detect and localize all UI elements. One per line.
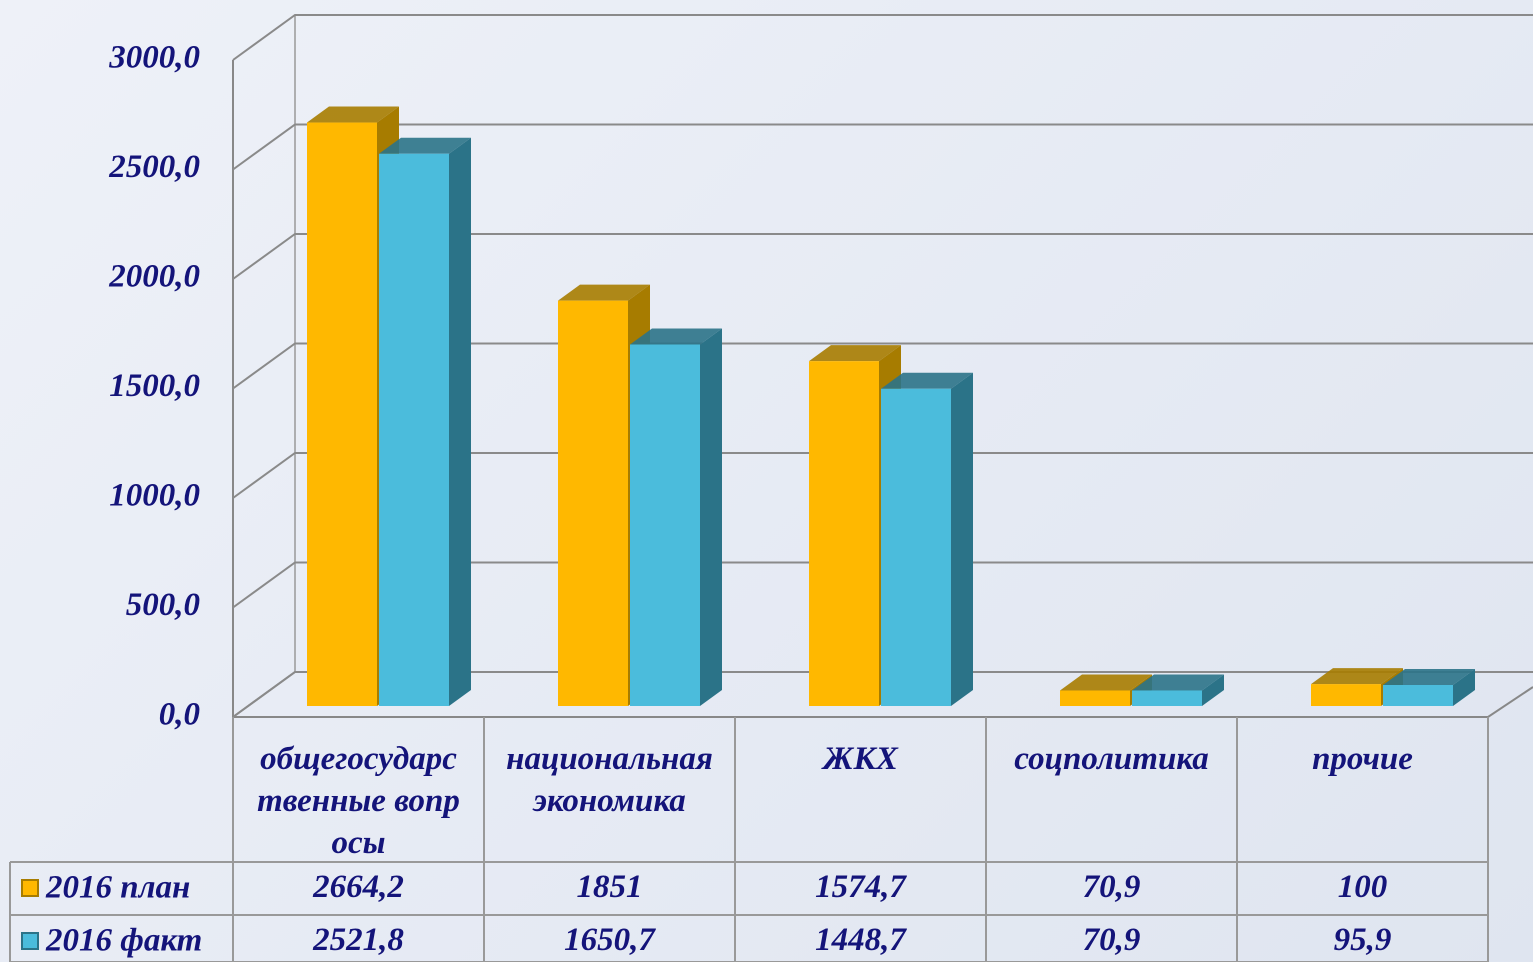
y-tick-label: 2000,0 bbox=[108, 259, 200, 295]
y-tick-label: 2500,0 bbox=[108, 149, 200, 185]
value-label: 100 bbox=[1337, 869, 1388, 905]
bar bbox=[1311, 684, 1381, 706]
y-tick-label: 1000,0 bbox=[109, 478, 200, 514]
value-label: 70,9 bbox=[1082, 869, 1141, 905]
bar bbox=[307, 122, 377, 706]
bar-top bbox=[1383, 668, 1475, 685]
value-label: 70,9 bbox=[1082, 922, 1141, 958]
category-label: соцполитика bbox=[1014, 741, 1209, 777]
grid-line bbox=[232, 342, 1533, 390]
legend-swatch bbox=[21, 932, 39, 950]
bar bbox=[881, 388, 951, 706]
value-label: 1448,7 bbox=[815, 922, 906, 958]
bar-top bbox=[809, 345, 901, 362]
category-label: общегосударственные вопросы bbox=[257, 741, 460, 861]
legend-swatch bbox=[21, 879, 39, 897]
bar-side bbox=[1453, 668, 1475, 706]
bar-side bbox=[700, 328, 722, 706]
y-tick-label: 1500,0 bbox=[109, 368, 200, 404]
bar bbox=[379, 153, 449, 706]
grid-line bbox=[232, 123, 1533, 171]
y-tick-label: 500,0 bbox=[126, 587, 200, 623]
bar-top bbox=[558, 284, 650, 301]
bar-side bbox=[951, 372, 973, 706]
legend-label: 2016 факт bbox=[45, 923, 202, 959]
bar-top bbox=[1311, 668, 1403, 685]
bar bbox=[1383, 684, 1453, 706]
y-tick-label: 0,0 bbox=[159, 697, 200, 733]
bar bbox=[1132, 690, 1202, 706]
grid-line bbox=[232, 561, 1533, 609]
bar-side bbox=[449, 137, 471, 706]
y-tick-label: 3000,0 bbox=[108, 40, 200, 76]
value-label: 1574,7 bbox=[815, 869, 906, 905]
bar-top bbox=[379, 137, 471, 154]
category-label: национальная экономика bbox=[506, 741, 713, 819]
grid-line bbox=[232, 14, 1533, 61]
category-label: ЖКХ bbox=[823, 741, 898, 777]
grid-line bbox=[232, 452, 1533, 499]
category-label: прочие bbox=[1312, 741, 1413, 777]
bar-side bbox=[1202, 674, 1224, 706]
bar-top bbox=[307, 106, 399, 123]
bar-top bbox=[1060, 674, 1152, 691]
value-label: 2664,2 bbox=[313, 869, 404, 905]
grid-line bbox=[232, 233, 1533, 280]
bar bbox=[1060, 690, 1130, 706]
value-label: 1650,7 bbox=[564, 922, 655, 958]
value-label: 2521,8 bbox=[313, 922, 404, 958]
value-label: 1851 bbox=[576, 869, 643, 905]
bar bbox=[558, 300, 628, 706]
grid-line bbox=[232, 671, 1533, 718]
value-label: 95,9 bbox=[1333, 922, 1392, 958]
bar bbox=[630, 344, 700, 706]
bar-top bbox=[881, 372, 973, 389]
legend-label: 2016 план bbox=[45, 870, 190, 906]
bar-top bbox=[630, 328, 722, 345]
bar bbox=[809, 361, 879, 706]
bar-top bbox=[1132, 674, 1224, 691]
